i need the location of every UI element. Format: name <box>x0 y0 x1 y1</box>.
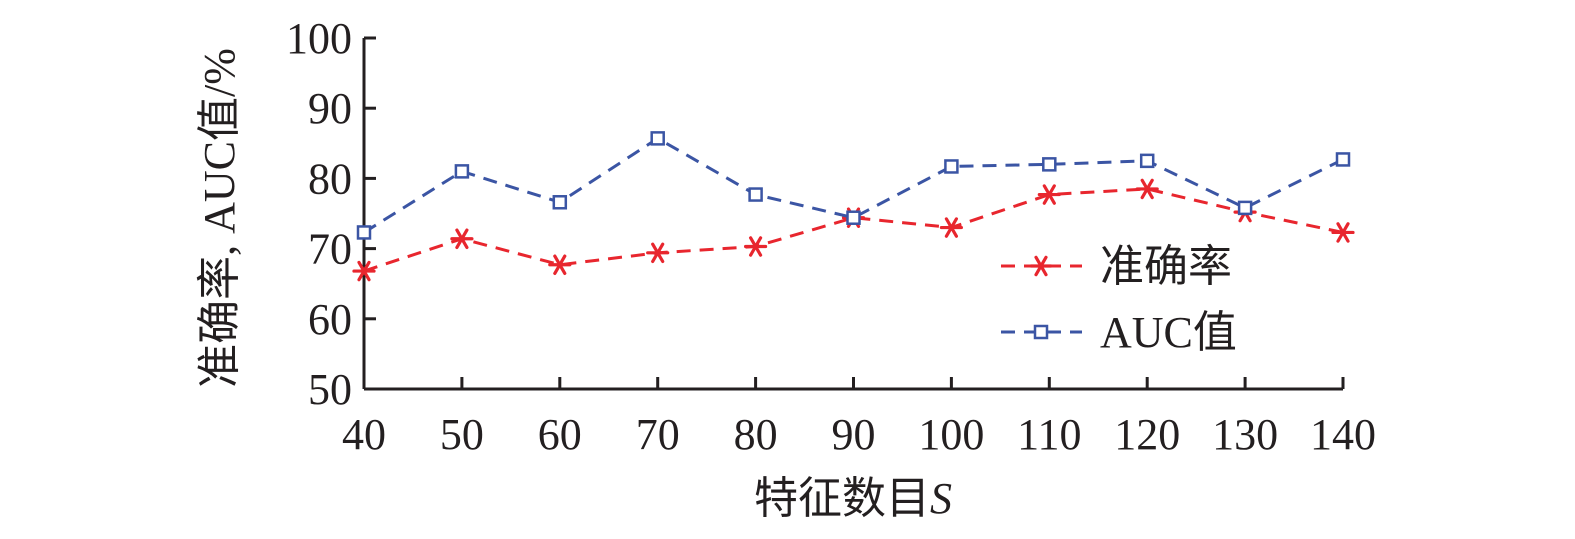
x-tick-label: 50 <box>440 410 484 459</box>
x-axis-title-text: 特征数目 <box>754 474 930 523</box>
x-tick-label: 130 <box>1212 410 1278 459</box>
y-tick-label: 70 <box>308 225 352 274</box>
data-point <box>1237 200 1253 216</box>
y-axis-title: 准确率, AUC值/% <box>195 48 244 388</box>
data-point <box>454 164 470 179</box>
data-point <box>939 217 964 238</box>
series <box>352 131 1355 282</box>
data-point <box>650 131 665 146</box>
data-point <box>356 225 372 240</box>
x-tick-label: 110 <box>1017 410 1081 459</box>
data-point <box>1335 152 1351 167</box>
data-point <box>1331 222 1355 243</box>
legend-label-auc: AUC值 <box>1100 308 1237 357</box>
y-tick-label: 80 <box>308 154 352 203</box>
data-point <box>450 228 474 250</box>
legend: 准确率 AUC值 <box>1001 242 1237 357</box>
legend-item-auc: AUC值 <box>1001 308 1237 357</box>
y-tick-label: 50 <box>308 365 352 414</box>
legend-marker-shape <box>1029 255 1053 277</box>
data-point <box>1139 153 1155 169</box>
data-point <box>1042 157 1057 172</box>
x-tick-label: 80 <box>734 410 778 459</box>
legend-item-accuracy: 准确率 <box>1001 242 1232 291</box>
data-point <box>743 236 768 257</box>
x-tick-label: 40 <box>342 410 386 459</box>
data-point <box>352 260 376 282</box>
x-axis-title-var: S <box>930 474 952 523</box>
data-point <box>1135 178 1159 200</box>
series-1 <box>356 131 1351 240</box>
legend-marker-accuracy <box>1029 255 1053 277</box>
data-point <box>748 187 763 202</box>
y-tick-label: 90 <box>308 84 352 133</box>
y-tick-label: 60 <box>308 295 352 344</box>
x-axis-title: 特征数目S <box>754 474 952 523</box>
data-point <box>548 254 572 276</box>
x-tick-label: 100 <box>918 410 984 459</box>
data-point <box>552 195 568 210</box>
data-point <box>846 210 861 225</box>
series-line <box>363 187 1344 273</box>
data-point <box>944 159 959 174</box>
legend-marker-auc <box>1033 324 1049 340</box>
x-tick-label: 120 <box>1114 410 1180 459</box>
legend-marker-shape <box>1033 324 1049 340</box>
legend-label-accuracy: 准确率 <box>1100 242 1232 291</box>
x-tick-label: 90 <box>832 410 876 459</box>
x-tick-label: 140 <box>1310 410 1376 459</box>
x-tick-label: 70 <box>636 410 680 459</box>
x-tick-label: 60 <box>538 410 582 459</box>
data-point <box>646 242 670 264</box>
data-point <box>1037 184 1061 205</box>
y-tick-label: 100 <box>286 14 352 63</box>
